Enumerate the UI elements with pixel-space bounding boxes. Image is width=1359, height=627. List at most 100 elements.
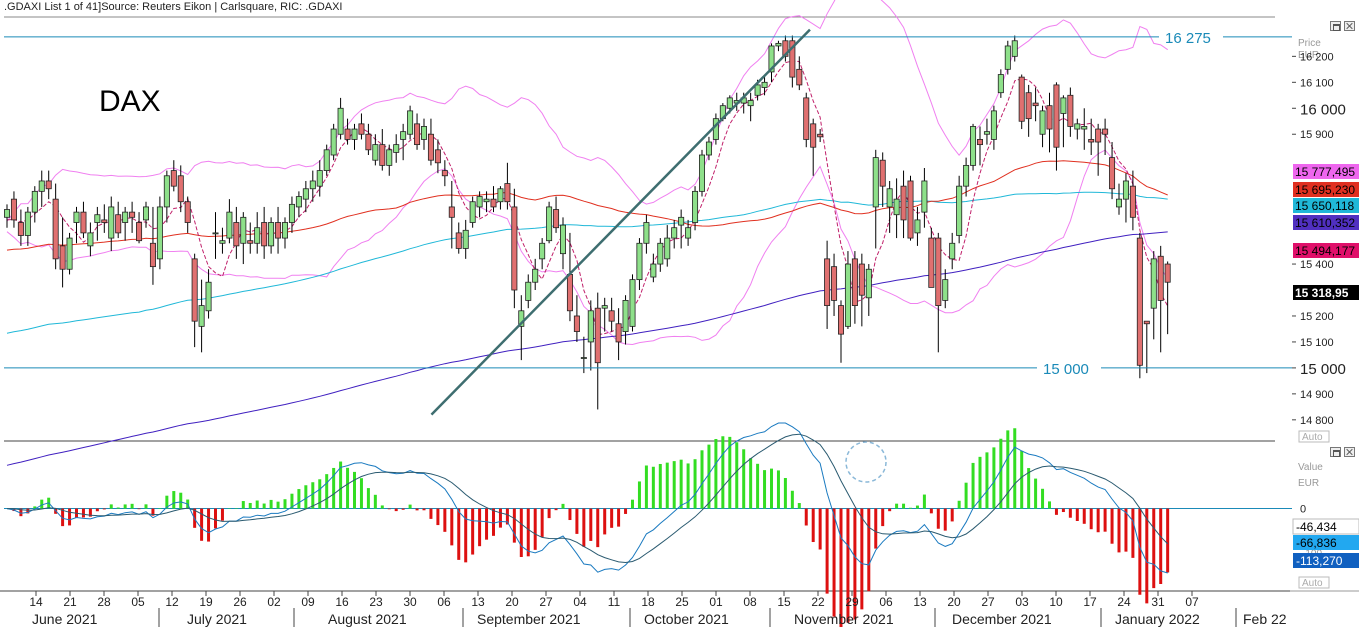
candle xyxy=(275,206,282,254)
candle-body xyxy=(629,279,636,327)
x-month-label: December 2021 xyxy=(952,611,1052,627)
candle-body xyxy=(900,185,907,221)
candle xyxy=(553,196,560,233)
macd-pane-close-icon[interactable] xyxy=(1344,447,1355,457)
candle-body xyxy=(219,240,226,244)
candle-body xyxy=(351,128,358,140)
candle-body xyxy=(1018,76,1025,122)
candle-body xyxy=(427,133,434,161)
candle xyxy=(650,253,657,283)
x-tick-label: 05 xyxy=(131,595,145,609)
macd-readout-box xyxy=(1293,535,1359,550)
indicator-value-box xyxy=(1293,164,1359,179)
candle xyxy=(337,97,344,140)
x-tick-label: 27 xyxy=(981,595,995,609)
candle-body xyxy=(692,190,699,223)
x-tick-label: 27 xyxy=(539,595,553,609)
candle xyxy=(414,113,421,150)
candle-body xyxy=(705,141,712,156)
candle-body xyxy=(1011,40,1018,57)
candle xyxy=(372,134,379,166)
candle-body xyxy=(295,196,302,208)
candle xyxy=(73,206,80,244)
ma-200-line xyxy=(6,231,1168,466)
candle-body xyxy=(1088,139,1095,143)
candle-body xyxy=(615,323,622,343)
candle xyxy=(184,196,191,233)
x-tick-label: 09 xyxy=(301,595,315,609)
candle xyxy=(351,123,358,150)
candle-body xyxy=(504,183,511,203)
x-tick-label: 13 xyxy=(913,595,927,609)
indicator-value-box xyxy=(1293,198,1359,213)
x-tick-label: 03 xyxy=(1015,595,1029,609)
candle-body xyxy=(511,206,518,291)
indicator-value-label: 15 610,352 xyxy=(1295,216,1355,230)
candle-body xyxy=(407,110,414,135)
candle-body xyxy=(1157,255,1164,301)
candle xyxy=(420,118,427,150)
candle xyxy=(59,217,66,288)
price-tick-label: 16 100 xyxy=(1300,77,1334,89)
candle xyxy=(476,191,483,218)
candle xyxy=(831,253,838,316)
candle xyxy=(518,295,525,361)
x-tick-label: 22 xyxy=(811,595,825,609)
candle xyxy=(977,126,984,166)
candle-body xyxy=(4,209,10,218)
candle-body xyxy=(462,229,469,249)
candle xyxy=(288,196,295,233)
candle xyxy=(38,170,45,207)
hline-label-0: 16 275 xyxy=(1165,30,1211,47)
candle xyxy=(1088,118,1095,156)
candle-body xyxy=(1143,320,1150,325)
x-tick-label: 13 xyxy=(471,595,485,609)
candle-body xyxy=(1150,258,1157,309)
candle xyxy=(1025,84,1032,137)
candle-body xyxy=(483,198,490,203)
candle xyxy=(344,118,351,145)
candle-body xyxy=(330,128,337,156)
candle-body xyxy=(566,274,573,312)
candle xyxy=(796,56,803,91)
macd-signal-line xyxy=(6,433,1169,564)
macd-pane-maximize-icon[interactable] xyxy=(1330,447,1341,457)
macd-readout-label: -66,836 xyxy=(1296,536,1337,550)
price-pane-maximize-icon[interactable] xyxy=(1330,21,1341,31)
indicator-value-box xyxy=(1293,215,1359,230)
candle xyxy=(817,129,824,143)
candle xyxy=(580,336,587,374)
candle-body xyxy=(400,131,407,140)
candle-body xyxy=(66,237,73,270)
candle xyxy=(615,308,622,361)
candle xyxy=(31,186,38,223)
candle xyxy=(469,196,476,228)
x-tick-label: 25 xyxy=(675,595,689,609)
candle xyxy=(122,206,129,241)
candle xyxy=(323,144,330,176)
candle-body xyxy=(844,263,851,327)
candle-body xyxy=(963,164,970,187)
candle xyxy=(136,212,143,244)
candle-body xyxy=(893,198,900,216)
x-month-label: September 2021 xyxy=(477,611,581,627)
candle-body xyxy=(275,222,282,239)
candle-body xyxy=(518,310,525,327)
candle-body xyxy=(323,149,330,171)
candle-body xyxy=(865,268,872,299)
x-tick-label: 30 xyxy=(403,595,417,609)
x-tick-label: 01 xyxy=(709,595,723,609)
candle xyxy=(838,300,845,363)
x-month-label: Feb 22 xyxy=(1243,611,1287,627)
candle-body xyxy=(414,123,421,146)
candle xyxy=(205,269,212,319)
price-pane-close-icon[interactable] xyxy=(1344,21,1355,31)
candle xyxy=(226,199,233,244)
candle-body xyxy=(817,133,824,138)
candle-body xyxy=(532,268,539,283)
candle xyxy=(316,160,323,197)
candle xyxy=(573,295,580,342)
candle-body xyxy=(594,307,601,364)
candle xyxy=(1018,74,1025,130)
candle xyxy=(942,269,949,309)
